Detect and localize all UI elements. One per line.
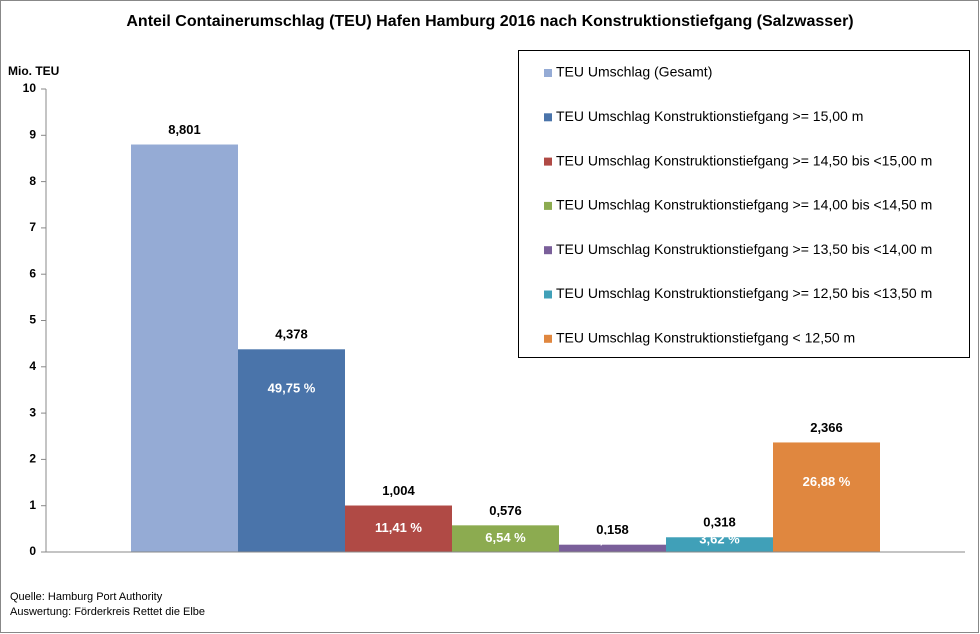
y-tick-label: 4	[29, 359, 36, 373]
chart-title: Anteil Containerumschlag (TEU) Hafen Ham…	[126, 13, 853, 30]
legend-label: TEU Umschlag Konstruktionstiefgang >= 15…	[556, 108, 863, 124]
bar	[452, 525, 559, 552]
legend-label: TEU Umschlag Konstruktionstiefgang >= 14…	[556, 152, 932, 168]
legend-swatch	[544, 113, 552, 122]
y-tick-label: 1	[29, 498, 36, 512]
y-tick-label: 6	[29, 266, 36, 280]
share-label: 49,75 %	[268, 381, 316, 396]
legend-label: TEU Umschlag Konstruktionstiefgang >= 14…	[556, 197, 932, 213]
value-label: 8,801	[168, 122, 201, 137]
y-axis-label: Mio. TEU	[8, 64, 59, 78]
bar	[666, 537, 773, 552]
legend-box	[518, 50, 970, 358]
legend-swatch	[544, 246, 552, 255]
analysis: Auswertung: Förderkreis Rettet die Elbe	[10, 606, 205, 618]
y-tick-label: 7	[29, 220, 36, 234]
share-label: 3,62 %	[699, 531, 740, 546]
y-tick-label: 9	[29, 127, 36, 141]
share-label: 11,41 %	[375, 520, 422, 535]
source: Quelle: Hamburg Port Authority	[10, 591, 163, 603]
value-label: 0,576	[489, 503, 522, 518]
legend-label: TEU Umschlag Konstruktionstiefgang < 12,…	[556, 330, 855, 346]
y-tick-label: 10	[23, 81, 37, 95]
share-label: 6,54 %	[485, 530, 526, 545]
legend-swatch	[544, 69, 552, 77]
value-label: 0,318	[703, 515, 736, 530]
y-tick-label: 8	[29, 174, 36, 188]
value-label: 4,378	[275, 327, 308, 342]
legend-swatch	[544, 157, 552, 166]
legend-swatch	[544, 201, 552, 210]
legend-label: TEU Umschlag Konstruktionstiefgang >= 13…	[556, 241, 932, 257]
bar	[131, 144, 238, 552]
y-tick-label: 3	[29, 405, 36, 419]
legend-label: TEU Umschlag Konstruktionstiefgang >= 12…	[556, 285, 932, 301]
legend-label: TEU Umschlag (Gesamt)	[556, 64, 712, 80]
bar	[773, 442, 880, 552]
y-tick-label: 0	[29, 544, 36, 558]
bar	[238, 349, 345, 552]
value-label: 0,158	[596, 522, 629, 537]
y-tick-label: 2	[29, 452, 36, 466]
value-label: 2,366	[810, 420, 843, 435]
bar	[559, 544, 666, 552]
bar	[345, 505, 452, 552]
legend-swatch	[544, 290, 552, 299]
share-label: 1,80 %	[592, 531, 633, 546]
share-label: 26,88 %	[803, 474, 851, 489]
value-label: 1,004	[382, 483, 415, 498]
legend-swatch	[544, 334, 552, 343]
y-tick-label: 5	[29, 313, 36, 327]
